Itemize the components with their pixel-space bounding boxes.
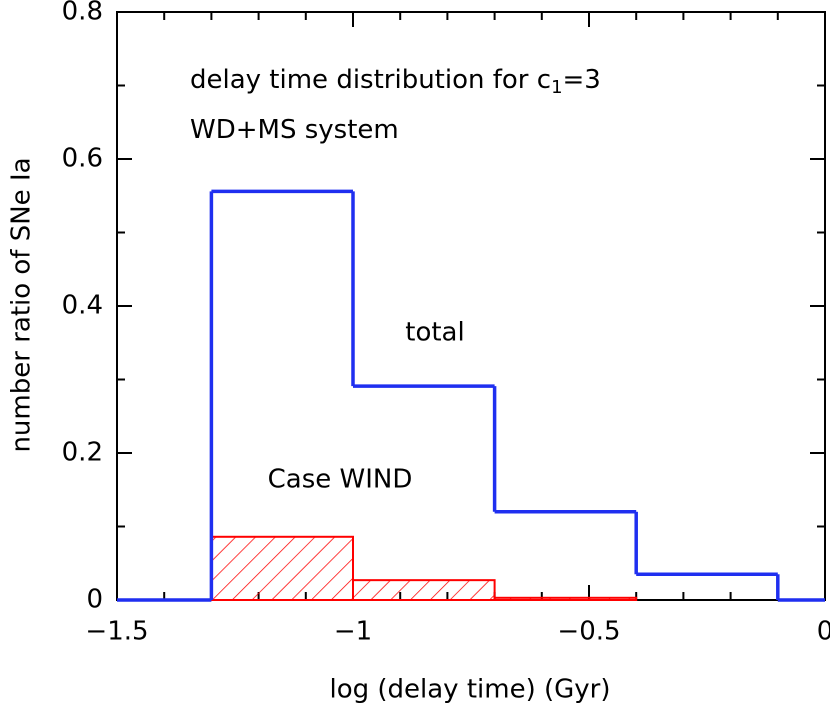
annotation-text: =3 bbox=[563, 65, 601, 95]
x-tick-label: −1.5 bbox=[85, 617, 148, 647]
y-tick-label: 0 bbox=[86, 585, 103, 615]
x-tick-label: −1 bbox=[334, 617, 372, 647]
plot-frame bbox=[116, 11, 826, 601]
hatched-bar bbox=[210, 535, 354, 601]
annotation-text: WD+MS system bbox=[190, 115, 399, 145]
hatched-bar bbox=[352, 579, 496, 602]
annotation-text: delay time distribution for c bbox=[190, 65, 551, 95]
x-tick-label: 0 bbox=[817, 617, 830, 647]
y-tick-label: 0.4 bbox=[62, 291, 103, 321]
y-axis-label: number ratio of SNe Ia bbox=[7, 157, 37, 452]
series-label: Case WIND bbox=[268, 465, 413, 495]
annotation: WD+MS system bbox=[190, 115, 399, 145]
series-label: total bbox=[405, 318, 464, 348]
x-axis-label: log (delay time) (Gyr) bbox=[329, 675, 610, 705]
y-tick-label: 0.2 bbox=[62, 438, 103, 468]
annotation: delay time distribution for c1=3 bbox=[190, 65, 601, 99]
series bbox=[117, 189, 825, 602]
series bbox=[210, 535, 638, 602]
y-tick-label: 0.8 bbox=[62, 0, 103, 27]
y-tick-label: 0.6 bbox=[62, 144, 103, 174]
x-tick-label: −0.5 bbox=[557, 617, 620, 647]
hatched-bar bbox=[493, 596, 638, 601]
annotation-subscript: 1 bbox=[551, 77, 562, 98]
